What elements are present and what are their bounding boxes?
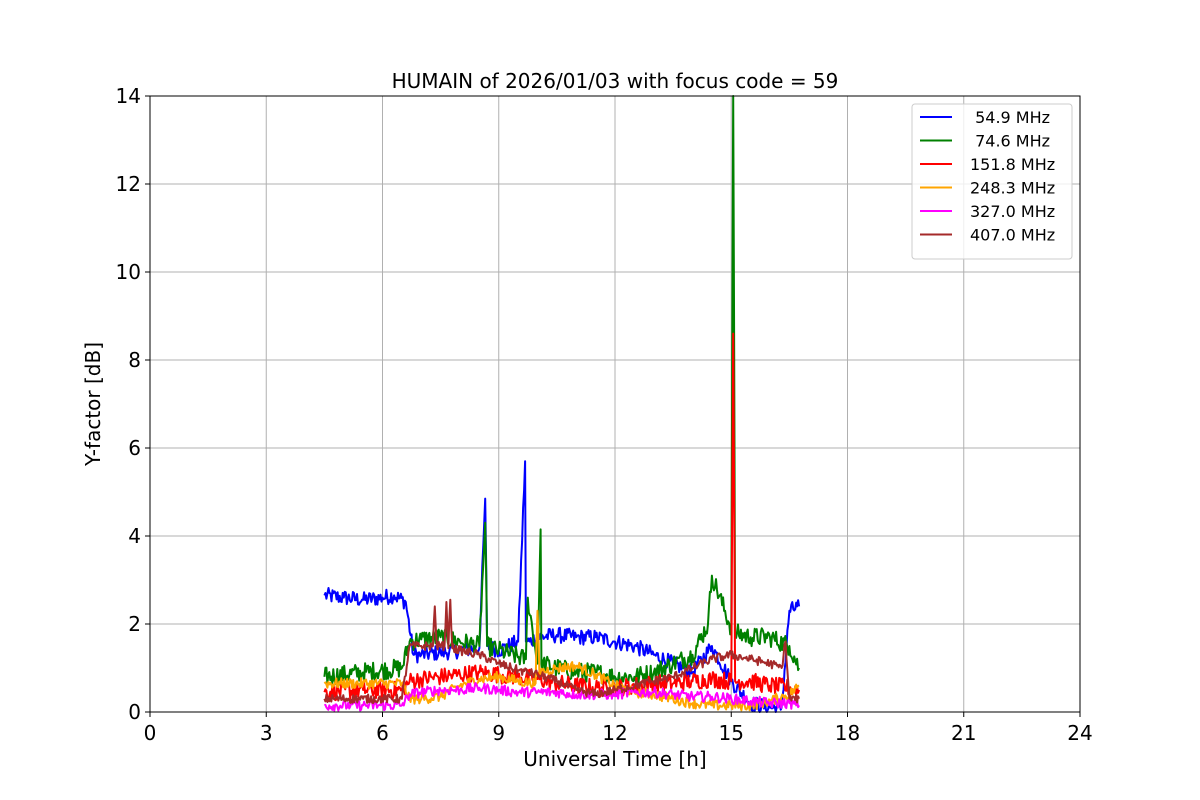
series-line-3: [323, 609, 800, 712]
x-tick-label: 9: [492, 721, 505, 745]
legend: 54.9 MHz 74.6 MHz 151.8 MHz 248.3 MHz 327.0…: [911, 103, 1073, 260]
y-tick-label: 10: [116, 260, 141, 284]
legend-label-5: 407.0 MHz: [970, 226, 1055, 245]
series-line-5: [323, 598, 801, 705]
x-tick-label: 15: [719, 721, 744, 745]
x-axis-title: Universal Time [h]: [523, 747, 706, 771]
y-tick-label: 2: [128, 612, 141, 636]
legend-label-1: 74.6 MHz: [970, 132, 1050, 151]
legend-box: [911, 103, 1073, 260]
y-tick-label: 6: [128, 436, 141, 460]
y-axis-title: Y-factor [dB]: [81, 342, 105, 467]
series-line-0: [323, 460, 801, 713]
x-tick-label: 0: [144, 721, 157, 745]
x-tick-label: 24: [1067, 721, 1092, 745]
legend-label-0: 54.9 MHz: [970, 108, 1050, 127]
y-tick-label: 14: [116, 84, 141, 108]
y-tick-label: 8: [128, 348, 141, 372]
x-tick-label: 12: [602, 721, 627, 745]
chart-title: HUMAIN of 2026/01/03 with focus code = 5…: [392, 69, 839, 93]
legend-label-2: 151.8 MHz: [970, 155, 1055, 174]
y-tick-label: 12: [116, 172, 141, 196]
series-layer: [323, 95, 801, 713]
series-line-4: [323, 682, 800, 712]
y-tick-label: 4: [128, 524, 141, 548]
x-tick-label: 3: [260, 721, 273, 745]
x-tick-label: 18: [835, 721, 860, 745]
x-tick-label: 6: [376, 721, 389, 745]
y-tick-label: 0: [128, 700, 141, 724]
legend-label-4: 327.0 MHz: [970, 202, 1055, 221]
x-tick-label: 21: [951, 721, 976, 745]
legend-label-3: 248.3 MHz: [970, 179, 1055, 198]
